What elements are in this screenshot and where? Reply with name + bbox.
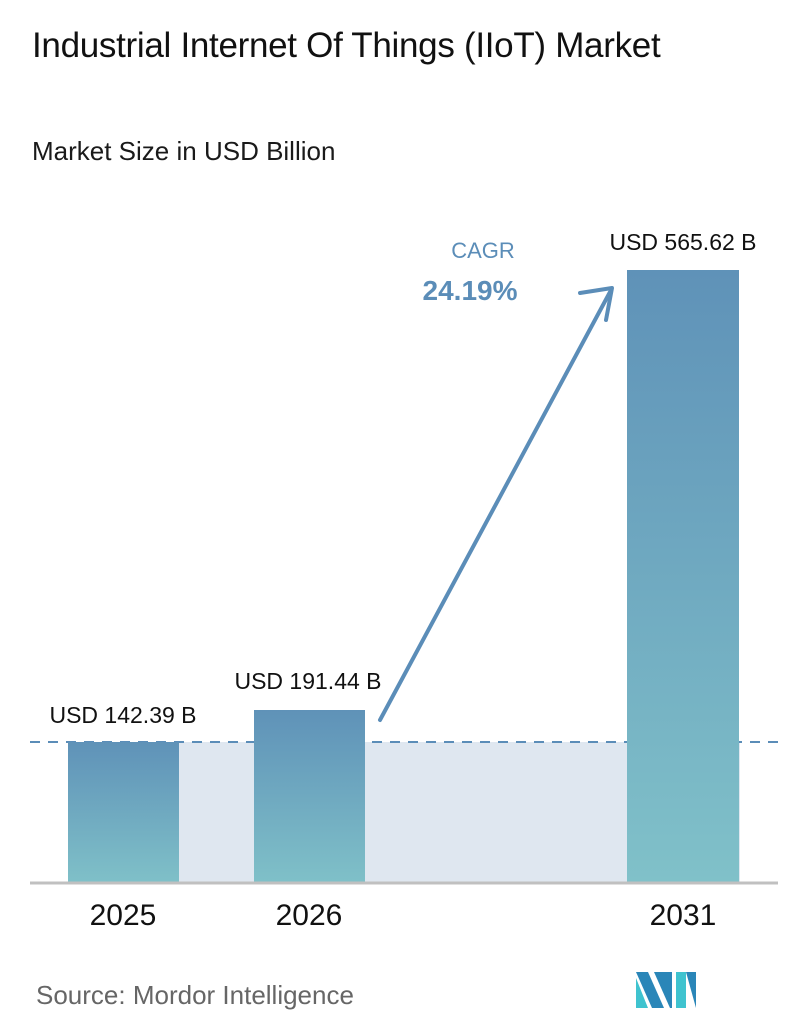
bar-2026 — [254, 710, 365, 882]
cagr-arrow-icon — [378, 286, 614, 722]
value-label-2025: USD 142.39 B — [49, 702, 196, 728]
x-tick-2031: 2031 — [650, 899, 717, 932]
x-tick-2026: 2026 — [276, 899, 343, 932]
bar-2025 — [68, 742, 179, 882]
mordor-logo-icon — [636, 972, 696, 1008]
bar-2031 — [627, 270, 739, 882]
cagr-label: CAGR — [451, 238, 515, 263]
x-tick-2025: 2025 — [90, 899, 157, 932]
source-text: Source: Mordor Intelligence — [36, 980, 354, 1010]
value-label-2031: USD 565.62 B — [609, 229, 756, 255]
cagr-value: 24.19% — [423, 275, 518, 306]
chart-subtitle: Market Size in USD Billion — [32, 136, 336, 166]
chart-title: Industrial Internet Of Things (IIoT) Mar… — [32, 26, 661, 65]
value-label-2026: USD 191.44 B — [234, 668, 381, 694]
